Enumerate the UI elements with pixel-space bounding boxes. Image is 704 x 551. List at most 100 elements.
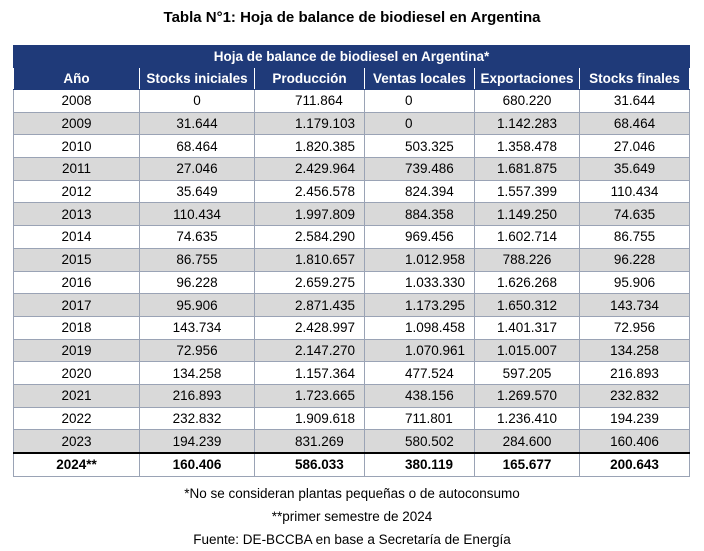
table-cell: 1.602.714: [474, 225, 580, 249]
table-cell: 2008: [13, 89, 140, 113]
table-cell: 143.734: [578, 293, 691, 317]
table-cell: 1.681.875: [474, 157, 580, 181]
table-row: 2012 35.649 2.456.578 824.394 1.557.399 110.4…: [13, 179, 691, 204]
table-cell: 1.358.478: [474, 134, 580, 159]
table-cell: 27.046: [139, 157, 255, 181]
column-header: Stocks iniciales: [139, 67, 255, 90]
column-header: Año: [13, 67, 140, 90]
table-cell: 72.956: [139, 338, 255, 363]
table-cell: 1.033.330: [364, 270, 475, 295]
balance-table-container: Hoja de balance de biodiesel en Argentin…: [12, 45, 691, 477]
column-header: Ventas locales: [364, 67, 475, 90]
table-cell: 1.098.458: [364, 315, 475, 340]
table-total-row: 2024** 160.406 586.033 380.119 165.677 200.64…: [13, 451, 691, 477]
table-row: 2019 72.956 2.147.270 1.070.961 1.015.007 134…: [13, 338, 691, 363]
table-cell: 284.600: [474, 429, 580, 454]
table-row: 2011 27.046 2.429.964 739.486 1.681.875 35.64…: [13, 157, 691, 181]
table-cell: 2.429.964: [254, 157, 365, 181]
table-cell: 2017: [13, 293, 140, 317]
table-cell: 35.649: [578, 157, 691, 181]
table-cell: 438.156: [364, 383, 475, 408]
table-cell: 2.659.275: [254, 270, 365, 295]
table-cell: 1.401.317: [474, 315, 580, 340]
table-cell: 2013: [13, 202, 140, 227]
footnote-small-plants: *No se consideran plantas pequeñas o de …: [184, 486, 520, 501]
table-cell: 1.997.809: [254, 202, 365, 227]
footnote-first-semester: **primer semestre de 2024: [271, 509, 433, 524]
table-cell: 2015: [13, 247, 140, 272]
table-cell: 2.871.435: [254, 293, 365, 317]
table-cell: 380.119: [364, 451, 475, 477]
table-cell: 1.179.103: [254, 111, 365, 136]
table-cell: 2009: [13, 111, 140, 136]
table-cell: 72.956: [578, 315, 691, 340]
column-header: Stocks finales: [578, 67, 691, 90]
table-cell: 2010: [13, 134, 140, 159]
table-cell: 232.832: [578, 383, 691, 408]
table-cell: 1.149.250: [474, 202, 580, 227]
table-cell: 95.906: [139, 293, 255, 317]
table-row: 2020 134.258 1.157.364 477.524 597.205 216.89…: [13, 361, 691, 385]
table-cell: 2011: [13, 157, 140, 181]
table-cell: 110.434: [139, 202, 255, 227]
table-cell: 1.626.268: [474, 270, 580, 295]
table-cell: 0: [139, 89, 255, 113]
table-row: 2021 216.893 1.723.665 438.156 1.269.570 232.…: [13, 383, 691, 408]
table-cell: 477.524: [364, 361, 475, 385]
table-cell: 35.649: [139, 179, 255, 204]
table-cell: 194.239: [139, 429, 255, 454]
table-row: 2009 31.644 1.179.103 0 1.142.283 68.464: [13, 111, 691, 136]
table-cell: 824.394: [364, 179, 475, 204]
column-header: Producción: [254, 67, 365, 90]
table-row: 2010 68.464 1.820.385 503.325 1.358.478 27.04…: [13, 134, 691, 159]
table-cell: 711.864: [254, 89, 365, 113]
table-cell: 86.755: [578, 225, 691, 249]
table-row: 2016 96.228 2.659.275 1.033.330 1.626.268 95.…: [13, 270, 691, 295]
table-cell: 194.239: [578, 406, 691, 431]
table-row: 2017 95.906 2.871.435 1.173.295 1.650.312 143…: [13, 293, 691, 317]
table-cell: 27.046: [578, 134, 691, 159]
table-cell: 165.677: [474, 451, 580, 477]
table-cell: 1.810.657: [254, 247, 365, 272]
table-cell: 86.755: [139, 247, 255, 272]
table-cell: 160.406: [139, 451, 255, 477]
table-cell: 2019: [13, 338, 140, 363]
table-cell: 1.909.618: [254, 406, 365, 431]
table-cell: 74.635: [139, 225, 255, 249]
table-cell: 1.820.385: [254, 134, 365, 159]
table-cell: 2020: [13, 361, 140, 385]
table-cell: 2012: [13, 179, 140, 204]
table-cell: 2018: [13, 315, 140, 340]
table-cell: 2014: [13, 225, 140, 249]
table-cell: 1.723.665: [254, 383, 365, 408]
table-cell: 160.406: [578, 429, 691, 454]
table-cell: 0: [364, 89, 475, 113]
table-cell: 503.325: [364, 134, 475, 159]
table-cell: 200.643: [578, 451, 691, 477]
table-cell: 2016: [13, 270, 140, 295]
table-cell: 2021: [13, 383, 140, 408]
table-cell: 788.226: [474, 247, 580, 272]
table-cell: 1.650.312: [474, 293, 580, 317]
table-cell: 1.173.295: [364, 293, 475, 317]
table-cell: 831.269: [254, 429, 365, 454]
table-cell: 884.358: [364, 202, 475, 227]
table-cell: 2022: [13, 406, 140, 431]
table-cell: 68.464: [578, 111, 691, 136]
table-caption: Tabla N°1: Hoja de balance de biodiesel …: [163, 9, 541, 26]
table-cell: 1.557.399: [474, 179, 580, 204]
table-cell: 586.033: [254, 451, 365, 477]
table-cell: 95.906: [578, 270, 691, 295]
table-row: 2008 0 711.864 0 680.220 31.644: [13, 89, 691, 113]
table-row: 2022 232.832 1.909.618 711.801 1.236.410 194.…: [13, 406, 691, 431]
table-cell: 216.893: [139, 383, 255, 408]
table-cell: 96.228: [139, 270, 255, 295]
table-row: 2013 110.434 1.997.809 884.358 1.149.250 74.6…: [13, 202, 691, 227]
source-note: Fuente: DE-BCCBA en base a Secretaría de…: [193, 532, 511, 547]
table-cell: 31.644: [578, 89, 691, 113]
table-cell: 2024**: [13, 451, 140, 477]
balance-table: Hoja de balance de biodiesel en Argentin…: [12, 45, 691, 477]
table-cell: 216.893: [578, 361, 691, 385]
table-cell: 2.584.290: [254, 225, 365, 249]
table-cell: 680.220: [474, 89, 580, 113]
